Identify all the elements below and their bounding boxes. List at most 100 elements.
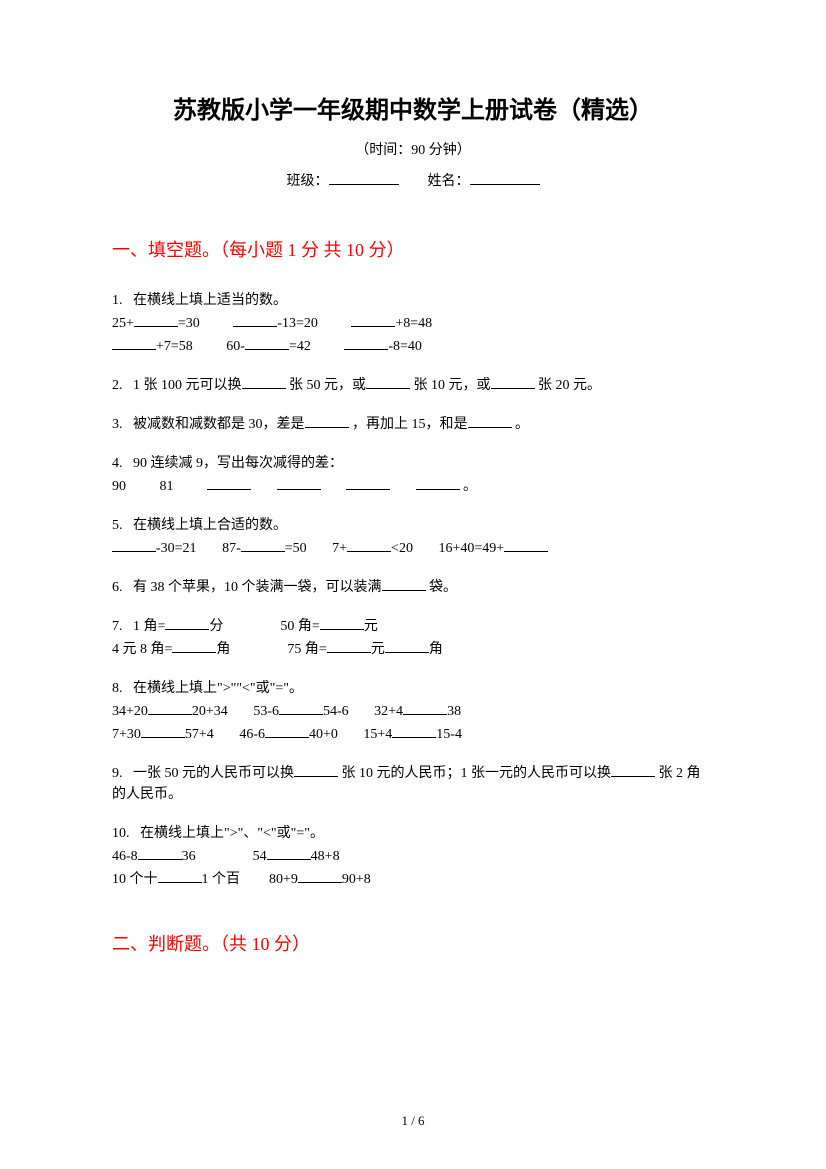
q1-num: 1.	[112, 293, 123, 308]
question-6: 6. 有 38 个苹果，10 个装满一袋，可以装满 袋。	[112, 577, 714, 598]
page-number: 1 / 6	[0, 1113, 826, 1129]
section-1-header: 一、填空题。（每小题 1 分 共 10 分）	[112, 236, 714, 262]
blank	[366, 375, 410, 389]
q7-b5: 角	[429, 642, 443, 657]
blank	[347, 538, 391, 552]
blank	[134, 313, 178, 327]
q9-a: 一张 50 元的人民币可以换	[133, 766, 294, 781]
q1-a2: =30	[178, 316, 200, 331]
question-8: 8. 在横线上填上">""<"或"="。 34+2020+34 53-654-6…	[112, 678, 714, 745]
blank	[277, 476, 321, 490]
q8-a4: 54-6	[323, 704, 349, 719]
q10-b3: 80+9	[269, 872, 298, 887]
blank	[504, 538, 548, 552]
q5-a5: <20	[391, 541, 413, 556]
q6-a: 有 38 个苹果，10 个装满一袋，可以装满	[133, 580, 382, 595]
q3-b: ，再加上 15，和是	[352, 417, 468, 432]
q4-period: 。	[463, 479, 477, 494]
q4-num: 4.	[112, 456, 123, 471]
section-2-header: 二、判断题。（共 10 分）	[112, 930, 714, 956]
blank	[327, 639, 371, 653]
q1-a3: -13=20	[277, 316, 318, 331]
q5-num: 5.	[112, 518, 123, 533]
blank	[416, 476, 460, 490]
blank	[392, 724, 436, 738]
q8-prompt: 在横线上填上">""<"或"="。	[133, 681, 303, 696]
class-blank	[329, 169, 399, 185]
blank	[320, 616, 364, 630]
exam-time: （时间：90 分钟）	[112, 139, 714, 159]
blank	[112, 336, 156, 350]
q7-a2: 分	[209, 619, 223, 634]
q4-v2: 81	[160, 479, 174, 494]
blank	[385, 639, 429, 653]
q6-b: 袋。	[429, 580, 457, 595]
q2-a: 1 张 100 元可以换	[133, 378, 242, 393]
blank	[491, 375, 535, 389]
exam-title: 苏教版小学一年级期中数学上册试卷（精选）	[112, 90, 714, 125]
blank	[346, 476, 390, 490]
q2-d: 张 20 元。	[538, 378, 601, 393]
student-info: 班级： 姓名：	[112, 169, 714, 190]
q1-b2: 60-	[226, 339, 245, 354]
q1-prompt: 在横线上填上适当的数。	[133, 293, 287, 308]
q3-a: 被减数和减数都是 30，差是	[133, 417, 305, 432]
q8-b6: 15-4	[436, 727, 462, 742]
question-1: 1. 在横线上填上适当的数。 25+=30 -13=20 +8=48 +7=58…	[112, 290, 714, 357]
q7-b4: 元	[371, 642, 385, 657]
question-2: 2. 1 张 100 元可以换 张 50 元，或 张 10 元，或 张 20 元…	[112, 375, 714, 396]
blank	[141, 724, 185, 738]
q6-num: 6.	[112, 580, 123, 595]
q8-b2: 57+4	[185, 727, 214, 742]
q1-b4: -8=40	[388, 339, 422, 354]
blank	[245, 336, 289, 350]
blank	[172, 639, 216, 653]
q1-a1: 25+	[112, 316, 134, 331]
q7-a1: 1 角=	[133, 619, 165, 634]
q2-b: 张 50 元，或	[289, 378, 366, 393]
q3-num: 3.	[112, 417, 123, 432]
blank	[165, 616, 209, 630]
blank	[611, 763, 655, 777]
q7-a4: 元	[364, 619, 378, 634]
blank	[265, 724, 309, 738]
blank	[294, 763, 338, 777]
q8-a6: 38	[447, 704, 461, 719]
q5-a6: 16+40=49+	[438, 541, 504, 556]
q5-a4: 7+	[332, 541, 347, 556]
q10-num: 10.	[112, 826, 130, 841]
q1-b3: =42	[289, 339, 311, 354]
q8-num: 8.	[112, 681, 123, 696]
q10-b1: 10 个十	[112, 872, 158, 887]
q8-a2: 20+34	[192, 704, 228, 719]
question-10: 10. 在横线上填上">"、"<"或"="。 46-836 5448+8 10 …	[112, 823, 714, 890]
blank	[305, 414, 349, 428]
blank	[267, 846, 311, 860]
question-4: 4. 90 连续减 9，写出每次减得的差： 90 81 。	[112, 453, 714, 497]
blank	[403, 701, 447, 715]
q8-b1: 7+30	[112, 727, 141, 742]
q7-a3: 50 角=	[280, 619, 319, 634]
blank	[242, 375, 286, 389]
blank	[351, 313, 395, 327]
q7-b2: 角	[216, 642, 230, 657]
q9-num: 9.	[112, 766, 123, 781]
blank	[298, 869, 342, 883]
blank	[138, 846, 182, 860]
q7-num: 7.	[112, 619, 123, 634]
question-5: 5. 在横线上填上合适的数。 -30=21 87-=50 7+<20 16+40…	[112, 515, 714, 559]
q5-prompt: 在横线上填上合适的数。	[133, 518, 287, 533]
q5-a1: -30=21	[156, 541, 197, 556]
q8-a3: 53-6	[253, 704, 279, 719]
q2-num: 2.	[112, 378, 123, 393]
q1-b1: +7=58	[156, 339, 193, 354]
q2-c: 张 10 元，或	[414, 378, 491, 393]
q8-a5: 32+4	[374, 704, 403, 719]
blank	[158, 869, 202, 883]
q10-b4: 90+8	[342, 872, 371, 887]
q10-a4: 48+8	[311, 849, 340, 864]
q4-prompt: 90 连续减 9，写出每次减得的差：	[133, 456, 343, 471]
q10-b2: 1 个百	[202, 872, 241, 887]
blank	[468, 414, 512, 428]
question-7: 7. 1 角=分 50 角=元 4 元 8 角=角 75 角=元角	[112, 616, 714, 660]
